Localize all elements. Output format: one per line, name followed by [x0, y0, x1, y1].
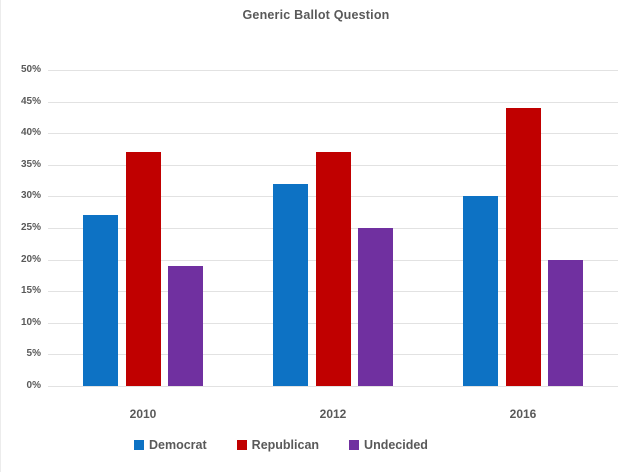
- gridline-50%: [48, 70, 618, 71]
- bar-republican-2016: [506, 108, 541, 386]
- bar-democrat-2016: [463, 196, 498, 386]
- chart-title: Generic Ballot Question: [242, 8, 390, 22]
- bar-democrat-2012: [273, 184, 308, 386]
- y-axis-tick-10%: 10%: [20, 317, 41, 328]
- legend: Democrat Republican Undecided: [134, 438, 428, 452]
- bar-undecided-2016: [548, 260, 583, 386]
- y-axis-tick-45%: 45%: [20, 96, 41, 107]
- x-axis-label-2016: 2016: [509, 407, 537, 421]
- legend-marker-democrat: [134, 440, 144, 450]
- y-axis-tick-20%: 20%: [20, 254, 41, 265]
- y-axis-tick-15%: 15%: [20, 285, 41, 296]
- bar-undecided-2010: [168, 266, 203, 386]
- bar-undecided-2012: [358, 228, 393, 386]
- y-axis-tick-25%: 25%: [20, 222, 41, 233]
- legend-marker-republican: [236, 440, 247, 450]
- y-axis-tick-5%: 5%: [26, 348, 41, 359]
- legend-label-undecided: Undecided: [364, 438, 428, 452]
- bar-democrat-2010: [83, 215, 118, 386]
- legend-item-democrat: Democrat: [134, 438, 207, 452]
- legend-item-republican: Republican: [236, 438, 320, 452]
- legend-item-undecided: Undecided: [349, 438, 428, 452]
- gridline-0%: [48, 386, 618, 387]
- x-axis-label-2010: 2010: [129, 407, 157, 421]
- gridline-40%: [48, 133, 618, 134]
- y-axis-tick-35%: 35%: [20, 159, 41, 170]
- y-axis-tick-40%: 40%: [20, 127, 41, 138]
- y-axis-tick-30%: 30%: [20, 190, 41, 201]
- bar-republican-2010: [126, 152, 161, 386]
- legend-label-republican: Republican: [251, 438, 320, 452]
- x-axis-label-2012: 2012: [319, 407, 347, 421]
- y-axis-tick-0%: 0%: [26, 380, 41, 391]
- legend-label-democrat: Democrat: [149, 438, 207, 452]
- legend-marker-undecided: [349, 440, 360, 450]
- bar-republican-2012: [316, 152, 351, 386]
- y-axis-tick-50%: 50%: [20, 64, 41, 75]
- gridline-45%: [48, 102, 618, 103]
